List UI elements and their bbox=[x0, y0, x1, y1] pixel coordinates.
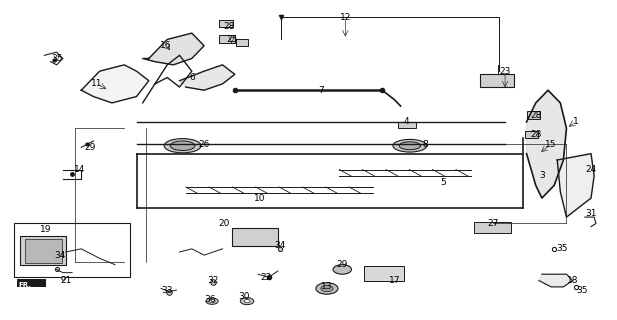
Circle shape bbox=[240, 298, 254, 305]
Text: 23: 23 bbox=[499, 67, 511, 76]
Circle shape bbox=[244, 300, 250, 303]
Text: 21: 21 bbox=[60, 276, 72, 285]
Circle shape bbox=[206, 298, 218, 304]
Text: 6: 6 bbox=[189, 73, 195, 82]
Text: 28: 28 bbox=[530, 111, 542, 120]
Text: 29: 29 bbox=[337, 260, 348, 269]
Text: 24: 24 bbox=[586, 165, 597, 174]
Polygon shape bbox=[557, 154, 594, 217]
Circle shape bbox=[209, 300, 215, 303]
Text: FR.: FR. bbox=[19, 282, 31, 288]
Bar bbox=[236, 39, 248, 46]
Bar bbox=[220, 20, 233, 27]
Text: 36: 36 bbox=[204, 295, 216, 304]
Text: 34: 34 bbox=[274, 241, 285, 250]
Text: 8: 8 bbox=[422, 140, 428, 148]
Ellipse shape bbox=[170, 141, 195, 150]
Text: 33: 33 bbox=[162, 285, 173, 295]
Polygon shape bbox=[539, 274, 573, 287]
Bar bbox=[25, 239, 62, 263]
Text: 31: 31 bbox=[586, 209, 597, 219]
Text: 13: 13 bbox=[321, 282, 333, 292]
Text: 35: 35 bbox=[576, 285, 587, 295]
Text: 5: 5 bbox=[441, 178, 447, 187]
Bar bbox=[20, 236, 66, 265]
Circle shape bbox=[321, 285, 333, 292]
Text: 29: 29 bbox=[85, 143, 96, 152]
Ellipse shape bbox=[164, 139, 201, 153]
Polygon shape bbox=[526, 90, 566, 198]
Text: 18: 18 bbox=[567, 276, 578, 285]
Text: 19: 19 bbox=[40, 225, 51, 234]
Text: 26: 26 bbox=[199, 140, 210, 148]
Text: 34: 34 bbox=[54, 251, 65, 260]
Circle shape bbox=[316, 283, 338, 294]
Text: 12: 12 bbox=[340, 13, 351, 22]
Text: 16: 16 bbox=[160, 41, 172, 50]
Text: 22: 22 bbox=[260, 273, 271, 282]
Bar bbox=[397, 122, 416, 128]
Text: 11: 11 bbox=[91, 79, 102, 88]
Bar bbox=[474, 222, 511, 233]
Text: 3: 3 bbox=[539, 172, 545, 180]
Text: 28: 28 bbox=[530, 130, 542, 139]
Text: 27: 27 bbox=[487, 219, 499, 228]
Text: 7: 7 bbox=[318, 86, 324, 95]
Text: 35: 35 bbox=[51, 54, 62, 63]
Text: 28: 28 bbox=[223, 22, 234, 31]
Bar bbox=[364, 266, 404, 281]
Text: 25: 25 bbox=[226, 35, 238, 44]
Text: 1: 1 bbox=[573, 117, 579, 126]
Bar bbox=[526, 111, 540, 119]
Bar bbox=[220, 35, 235, 43]
Text: 35: 35 bbox=[557, 244, 568, 253]
Ellipse shape bbox=[393, 140, 427, 152]
Bar bbox=[481, 74, 514, 87]
Circle shape bbox=[333, 265, 352, 274]
Text: 10: 10 bbox=[254, 194, 265, 203]
Polygon shape bbox=[143, 33, 204, 65]
Text: 15: 15 bbox=[545, 140, 557, 148]
Text: 20: 20 bbox=[218, 219, 230, 228]
Text: 17: 17 bbox=[389, 276, 400, 285]
Text: 30: 30 bbox=[238, 292, 250, 301]
Ellipse shape bbox=[399, 142, 421, 150]
Bar bbox=[14, 223, 130, 277]
Bar bbox=[525, 131, 537, 138]
Bar bbox=[17, 279, 46, 287]
Polygon shape bbox=[81, 65, 149, 103]
Text: 4: 4 bbox=[404, 117, 410, 126]
Polygon shape bbox=[180, 65, 235, 90]
Text: 14: 14 bbox=[74, 165, 86, 174]
Text: 32: 32 bbox=[207, 276, 219, 285]
Bar bbox=[232, 228, 278, 246]
